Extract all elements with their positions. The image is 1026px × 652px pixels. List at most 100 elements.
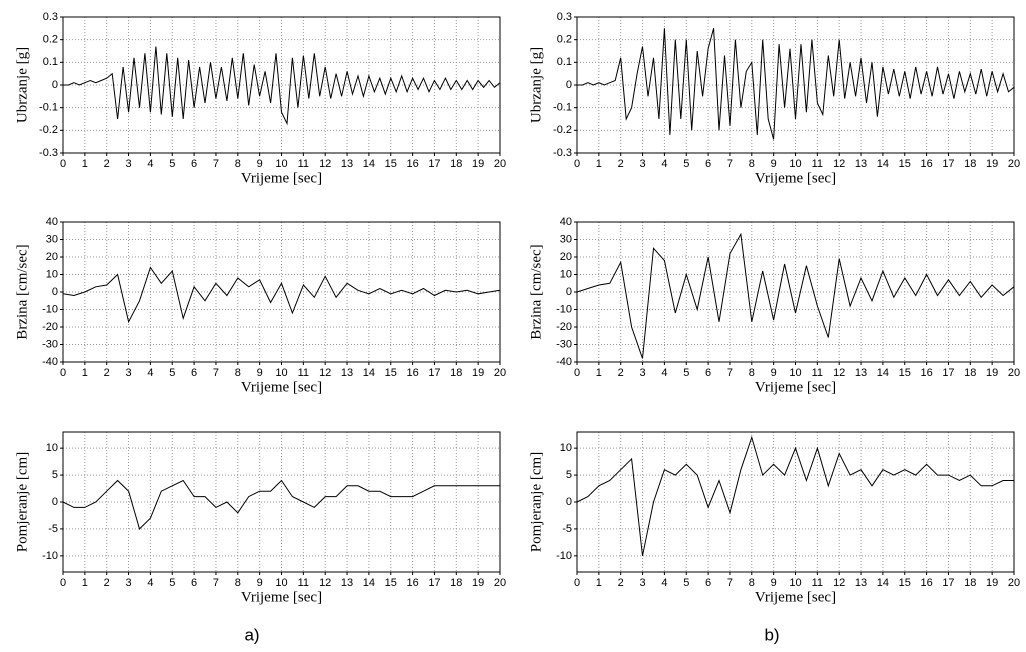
data-line xyxy=(62,479,500,530)
x-tick-label: 6 xyxy=(191,577,197,589)
x-tick-label: 11 xyxy=(298,158,309,170)
x-tick-label: 2 xyxy=(104,158,110,170)
x-tick-label: 8 xyxy=(235,367,241,379)
x-tick-label: 1 xyxy=(596,577,602,589)
x-tick-label: 7 xyxy=(213,577,219,589)
y-axis-label: Pomjeranje [cm] xyxy=(528,452,544,552)
y-axis-label: Ubrzanje [g] xyxy=(14,47,30,123)
x-tick-label: 6 xyxy=(705,367,711,379)
y-axis-label: Brzina [cm/sec] xyxy=(14,244,30,339)
x-tick-label: 20 xyxy=(494,158,506,170)
x-tick-label: 3 xyxy=(639,577,645,589)
x-tick-label: 9 xyxy=(771,158,777,170)
x-tick-label: 11 xyxy=(298,577,309,589)
x-tick-label: 19 xyxy=(986,367,998,379)
x-tick-label: 2 xyxy=(618,158,624,170)
x-tick-label: 7 xyxy=(727,577,733,589)
y-tick-label: -0.3 xyxy=(39,147,58,159)
y-tick-label: 0 xyxy=(52,496,58,508)
x-tick-label: 11 xyxy=(298,367,309,379)
x-tick-label: 2 xyxy=(618,367,624,379)
y-tick-label: -0.2 xyxy=(39,124,58,136)
x-tick-label: 19 xyxy=(986,158,998,170)
x-tick-label: 20 xyxy=(494,367,506,379)
x-tick-label: 17 xyxy=(428,577,440,589)
x-tick-label: 10 xyxy=(275,577,287,589)
y-tick-label: -40 xyxy=(556,356,572,368)
y-tick-label: 0.1 xyxy=(557,56,572,68)
x-tick-label: 4 xyxy=(147,158,153,170)
x-tick-label: 4 xyxy=(147,577,153,589)
x-tick-label: 8 xyxy=(749,577,755,589)
x-tick-label: 13 xyxy=(341,367,353,379)
x-tick-label: 12 xyxy=(319,367,331,379)
x-tick-label: 10 xyxy=(275,367,287,379)
y-tick-label: 40 xyxy=(560,216,572,228)
x-tick-label: 2 xyxy=(104,577,110,589)
x-tick-label: 18 xyxy=(964,367,976,379)
x-tick-label: 13 xyxy=(341,577,353,589)
y-tick-label: 0 xyxy=(566,496,572,508)
x-tick-label: 20 xyxy=(1008,577,1020,589)
x-tick-label: 20 xyxy=(1008,367,1020,379)
x-tick-label: 16 xyxy=(920,158,932,170)
x-tick-label: 0 xyxy=(574,577,580,589)
x-tick-label: 14 xyxy=(363,577,375,589)
x-tick-label: 9 xyxy=(257,367,263,379)
y-tick-label: -30 xyxy=(42,338,58,350)
x-tick-label: 3 xyxy=(125,158,131,170)
x-tick-label: 18 xyxy=(964,577,976,589)
x-tick-label: 8 xyxy=(235,577,241,589)
x-tick-label: 13 xyxy=(341,158,353,170)
data-line xyxy=(62,266,501,324)
x-tick-label: 0 xyxy=(60,577,66,589)
x-tick-label: 10 xyxy=(789,577,801,589)
x-tick-label: 5 xyxy=(683,158,689,170)
x-tick-label: 5 xyxy=(169,367,175,379)
data-line xyxy=(577,28,1015,140)
x-tick-label: 12 xyxy=(833,158,845,170)
x-tick-label: 15 xyxy=(385,367,397,379)
plot-frame xyxy=(62,221,501,363)
y-tick-label: -10 xyxy=(556,550,572,562)
x-tick-label: 9 xyxy=(257,577,263,589)
y-axis-label: Ubrzanje [g] xyxy=(528,47,544,123)
x-tick-label: 1 xyxy=(82,367,88,379)
x-axis-label: Vrijeme [sec] xyxy=(241,170,322,186)
y-tick-label: 0.2 xyxy=(43,34,58,46)
x-tick-label: 3 xyxy=(125,367,131,379)
x-tick-label: 16 xyxy=(406,158,418,170)
x-tick-label: 14 xyxy=(363,367,375,379)
x-axis-label: Vrijeme [sec] xyxy=(755,589,836,605)
y-tick-label: 10 xyxy=(46,442,58,454)
x-tick-label: 3 xyxy=(125,577,131,589)
x-tick-label: 16 xyxy=(406,577,418,589)
x-tick-label: 11 xyxy=(812,158,823,170)
y-tick-label: -0.1 xyxy=(553,102,572,114)
x-tick-label: 7 xyxy=(727,367,733,379)
x-tick-label: 5 xyxy=(169,158,175,170)
x-tick-label: 3 xyxy=(639,367,645,379)
x-axis-label: Vrijeme [sec] xyxy=(241,589,322,605)
x-tick-label: 14 xyxy=(363,158,375,170)
x-tick-label: 8 xyxy=(235,158,241,170)
y-tick-label: -20 xyxy=(42,321,58,333)
y-tick-label: 0 xyxy=(566,79,572,91)
y-tick-label: -0.2 xyxy=(553,124,572,136)
x-tick-label: 10 xyxy=(275,158,287,170)
y-tick-label: 0.3 xyxy=(43,11,58,23)
y-tick-label: 20 xyxy=(560,251,572,263)
y-tick-label: 0 xyxy=(52,79,58,91)
y-tick-label: -0.1 xyxy=(39,102,58,114)
x-tick-label: 13 xyxy=(855,158,867,170)
y-tick-label: 10 xyxy=(46,268,58,280)
x-tick-label: 1 xyxy=(596,367,602,379)
y-tick-label: 0.2 xyxy=(557,34,572,46)
y-tick-label: 5 xyxy=(52,469,58,481)
x-tick-label: 6 xyxy=(705,158,711,170)
x-tick-label: 17 xyxy=(942,577,954,589)
x-tick-label: 16 xyxy=(406,367,418,379)
x-tick-label: 5 xyxy=(683,577,689,589)
x-tick-label: 7 xyxy=(727,158,733,170)
x-tick-label: 15 xyxy=(899,158,911,170)
